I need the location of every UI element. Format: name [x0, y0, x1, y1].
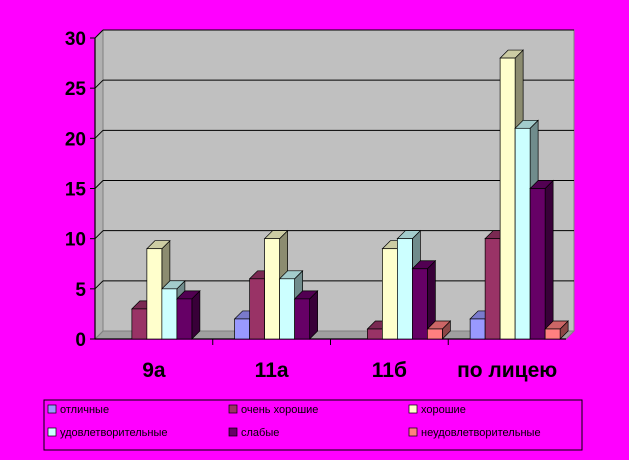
gridline-side: [94, 79, 104, 89]
bar: [264, 238, 280, 340]
legend-label: слабые: [241, 427, 279, 439]
x-tick-label: 9а: [142, 359, 166, 382]
legend-swatch: [228, 404, 238, 414]
gridline-side: [94, 180, 104, 189]
bar: [146, 248, 163, 340]
bar: [529, 188, 546, 340]
x-tick-label: 11б: [372, 359, 407, 382]
x-tick-label: 11а: [255, 359, 289, 382]
y-tick-label: 20: [65, 129, 86, 150]
y-tick-label: 15: [65, 180, 87, 201]
bar: [544, 328, 561, 340]
legend-swatch: [228, 427, 238, 437]
bar: [469, 318, 486, 340]
legend-swatch: [408, 427, 418, 437]
bar: [412, 268, 428, 340]
gridline-side: [94, 29, 104, 39]
bar: [131, 308, 148, 340]
gridline-side: [94, 129, 104, 139]
bar: [176, 298, 193, 340]
legend-swatch: [408, 404, 418, 414]
bar: [484, 238, 501, 340]
bar-side: [544, 179, 554, 340]
y-tick-label: 30: [65, 29, 86, 50]
legend-swatch: [47, 427, 57, 437]
y-tick-label: 0: [75, 330, 86, 351]
legend-box: [43, 399, 583, 451]
bar: [294, 298, 310, 340]
legend-label: очень хорошие: [241, 404, 318, 416]
bar: [382, 248, 398, 340]
legend-label: отличные: [60, 404, 109, 416]
bar: [279, 278, 295, 340]
bar: [397, 238, 413, 340]
bar: [499, 57, 516, 340]
y-tick-label: 5: [75, 280, 86, 301]
x-tick-label: по лицею: [457, 359, 557, 382]
y-tick-label: 25: [65, 79, 87, 100]
bar: [514, 127, 531, 340]
bar: [249, 278, 265, 340]
bar: [427, 328, 443, 340]
legend-swatch: [47, 404, 57, 414]
bar: [161, 288, 178, 340]
gridline-side: [94, 230, 104, 240]
legend-label: неудовлетворительные: [421, 427, 541, 439]
gridline-side: [94, 280, 104, 290]
y-tick-label: 10: [65, 230, 86, 251]
bar: [234, 318, 250, 340]
legend-label: хорошие: [421, 404, 466, 416]
legend-label: удовлетворительные: [60, 427, 168, 439]
bar: [367, 328, 383, 340]
